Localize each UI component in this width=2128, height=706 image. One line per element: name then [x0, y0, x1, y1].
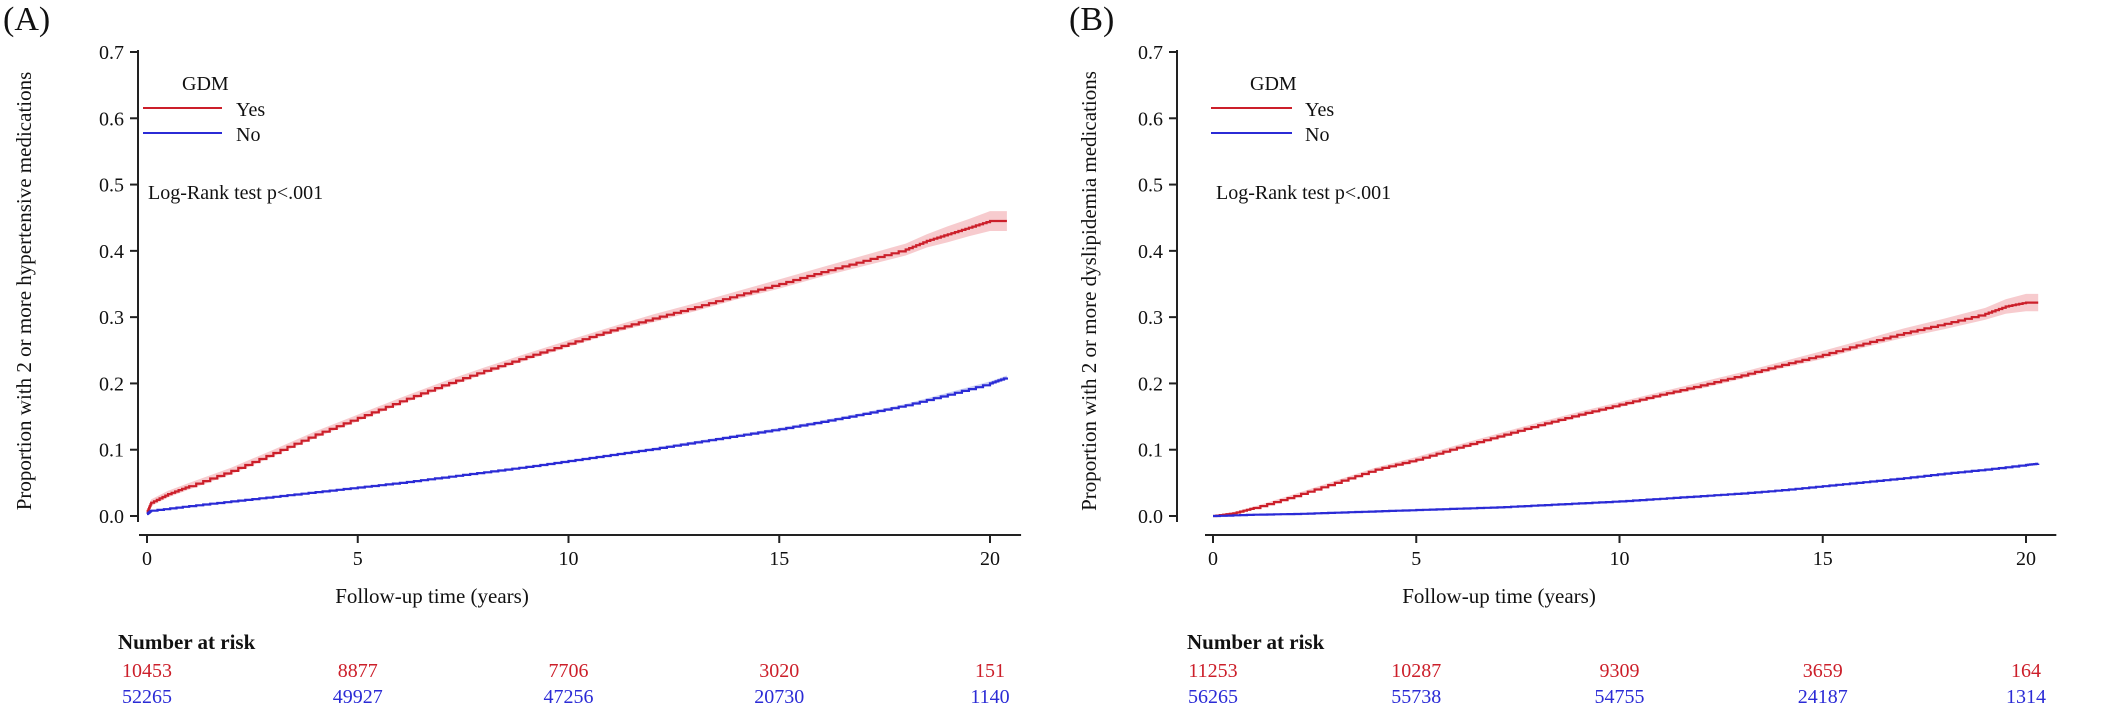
series-line-no	[146, 377, 1008, 516]
chart-panel-b: (B) Proportion with 2 or more dyslipidem…	[1064, 0, 2128, 706]
risk-table-title: Number at risk	[118, 630, 256, 654]
legend-title: GDM	[1250, 73, 1297, 95]
x-tick-label: 15	[1813, 548, 1833, 570]
y-tick-label: 0.3	[99, 307, 124, 329]
ci-band-yes	[147, 211, 1007, 516]
y-tick-label: 0.6	[1138, 108, 1163, 130]
risk-value-no: 52265	[122, 686, 172, 706]
y-axis-label: Proportion with 2 or more hypertensive m…	[12, 72, 36, 511]
risk-value-yes: 10453	[122, 660, 172, 682]
y-tick-label: 0.7	[99, 42, 124, 64]
y-axis-label: Proportion with 2 or more dyslipidemia m…	[1077, 71, 1101, 511]
x-tick-label: 0	[1208, 548, 1218, 570]
risk-value-no: 49927	[333, 686, 383, 706]
x-tick-label: 10	[559, 548, 579, 570]
risk-value-yes: 3020	[759, 660, 799, 682]
legend-label-yes: Yes	[1305, 99, 1334, 121]
risk-value-no: 20730	[754, 686, 804, 706]
km-chart-a: (A) Proportion with 2 or more hypertensi…	[3, 1, 1022, 706]
panel-label: (A)	[3, 1, 50, 38]
risk-value-no: 1140	[970, 686, 1009, 706]
legend-title: GDM	[182, 73, 229, 95]
risk-value-no: 47256	[544, 686, 594, 706]
risk-value-yes: 7706	[549, 660, 589, 682]
risk-value-no: 54755	[1595, 686, 1645, 706]
x-tick-label: 10	[1610, 548, 1630, 570]
y-tick-label: 0.5	[1138, 175, 1163, 197]
y-tick-label: 0.1	[1138, 440, 1163, 462]
y-tick-label: 0.4	[1138, 241, 1163, 263]
y-tick-label: 0.5	[99, 175, 124, 197]
panel-label: (B)	[1069, 1, 1114, 38]
series-line-no	[1213, 462, 2040, 518]
x-tick-label: 20	[2016, 548, 2036, 570]
y-tick-label: 0.2	[99, 373, 124, 395]
series-line-yes	[146, 219, 1007, 514]
y-tick-label: 0.2	[1138, 373, 1163, 395]
chart-panel-a: (A) Proportion with 2 or more hypertensi…	[3, 1, 1022, 706]
risk-value-yes: 3659	[1803, 660, 1843, 682]
legend-label-yes: Yes	[236, 99, 265, 121]
risk-value-no: 56265	[1188, 686, 1238, 706]
risk-value-yes: 11253	[1188, 660, 1237, 682]
x-tick-label: 0	[142, 548, 152, 570]
x-tick-label: 20	[980, 548, 1000, 570]
logrank-annotation: Log-Rank test p<.001	[1216, 182, 1391, 204]
legend-label-no: No	[1305, 124, 1329, 146]
y-tick-label: 0.0	[1138, 506, 1163, 528]
x-axis-label: Follow-up time (years)	[335, 584, 529, 608]
risk-value-yes: 164	[2011, 660, 2041, 682]
x-axis-label: Follow-up time (years)	[1402, 584, 1596, 608]
x-tick-label: 5	[1411, 548, 1421, 570]
risk-value-yes: 8877	[338, 660, 378, 682]
risk-value-yes: 9309	[1600, 660, 1640, 682]
risk-value-yes: 151	[975, 660, 1005, 682]
risk-value-no: 55738	[1391, 686, 1441, 706]
x-tick-label: 15	[769, 548, 789, 570]
ci-band-no	[1213, 462, 2039, 516]
risk-table-title: Number at risk	[1187, 630, 1325, 654]
logrank-annotation: Log-Rank test p<.001	[148, 182, 323, 204]
y-tick-label: 0.0	[99, 506, 124, 528]
series-line-yes	[1213, 301, 2039, 518]
ci-band-no	[147, 375, 1007, 515]
x-tick-label: 5	[353, 548, 363, 570]
km-chart-b: (B) Proportion with 2 or more dyslipidem…	[1069, 1, 2057, 706]
legend-label-no: No	[236, 124, 260, 146]
risk-value-yes: 10287	[1391, 660, 1441, 682]
y-tick-label: 0.6	[99, 108, 124, 130]
y-tick-label: 0.7	[1138, 42, 1163, 64]
y-tick-label: 0.4	[99, 241, 124, 263]
risk-value-no: 24187	[1798, 686, 1848, 706]
y-tick-label: 0.3	[1138, 307, 1163, 329]
y-tick-label: 0.1	[99, 440, 124, 462]
risk-value-no: 1314	[2006, 686, 2046, 706]
